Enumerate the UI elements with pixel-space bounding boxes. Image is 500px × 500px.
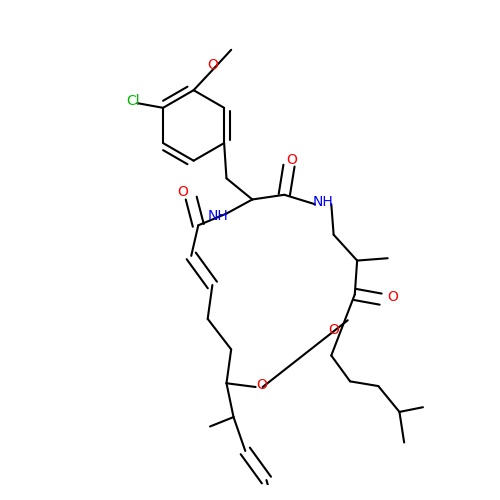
- Text: O: O: [207, 58, 218, 72]
- Text: O: O: [286, 153, 297, 167]
- Text: O: O: [178, 186, 188, 200]
- Text: O: O: [328, 322, 339, 336]
- Text: O: O: [387, 290, 398, 304]
- Text: O: O: [256, 378, 267, 392]
- Text: NH: NH: [208, 209, 229, 223]
- Text: Cl: Cl: [126, 94, 140, 108]
- Text: NH: NH: [313, 195, 334, 209]
